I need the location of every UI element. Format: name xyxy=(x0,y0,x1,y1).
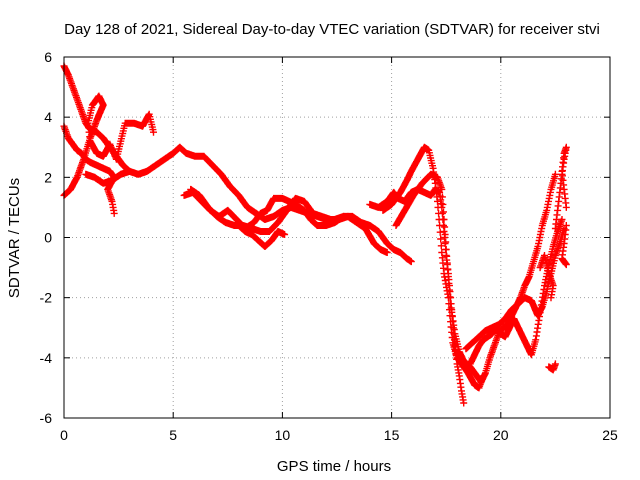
plus-markers xyxy=(82,143,415,266)
x-axis-label: GPS time / hours xyxy=(277,458,391,475)
series-track-f xyxy=(180,188,348,232)
x-tick-label: 20 xyxy=(493,427,509,443)
plus-markers xyxy=(462,225,568,353)
y-tick-label: 4 xyxy=(44,109,52,125)
series-track-o xyxy=(545,360,559,374)
plus-markers xyxy=(551,143,570,269)
series-track-l xyxy=(462,225,568,353)
series-track-d xyxy=(82,143,415,266)
y-axis-label: SDTVAR / TECUs xyxy=(6,178,23,298)
y-tick-label: 2 xyxy=(44,169,52,185)
series-track-n xyxy=(536,252,557,302)
series-track-k xyxy=(466,216,566,368)
plus-markers xyxy=(379,143,487,392)
x-tick-label: 10 xyxy=(275,427,291,443)
y-tick-label: -4 xyxy=(40,350,53,366)
grid xyxy=(64,57,610,418)
series-track-i xyxy=(379,143,487,392)
x-tick-label: 15 xyxy=(384,427,400,443)
y-tick-label: 6 xyxy=(44,49,52,65)
plus-markers xyxy=(536,252,557,302)
plot-frame xyxy=(63,56,611,419)
y-tick-label: -2 xyxy=(40,290,53,306)
x-tick-label: 5 xyxy=(169,427,177,443)
plus-markers xyxy=(235,222,289,250)
series-track-m xyxy=(551,143,570,269)
plus-markers xyxy=(180,188,348,232)
axis-ticks: 0 5 10 15 20 25 -6 -4 -2 0 2 4 6 xyxy=(40,49,618,443)
y-tick-label: -6 xyxy=(40,410,53,426)
y-tick-label: 0 xyxy=(44,230,52,246)
x-tick-label: 0 xyxy=(60,427,68,443)
series-track-g xyxy=(235,222,289,250)
data-markers xyxy=(60,62,570,407)
x-tick-label: 25 xyxy=(602,427,618,443)
plus-markers xyxy=(466,216,566,368)
chart-title: Day 128 of 2021, Sidereal Day-to-day VTE… xyxy=(64,21,600,38)
plus-markers xyxy=(545,360,559,374)
